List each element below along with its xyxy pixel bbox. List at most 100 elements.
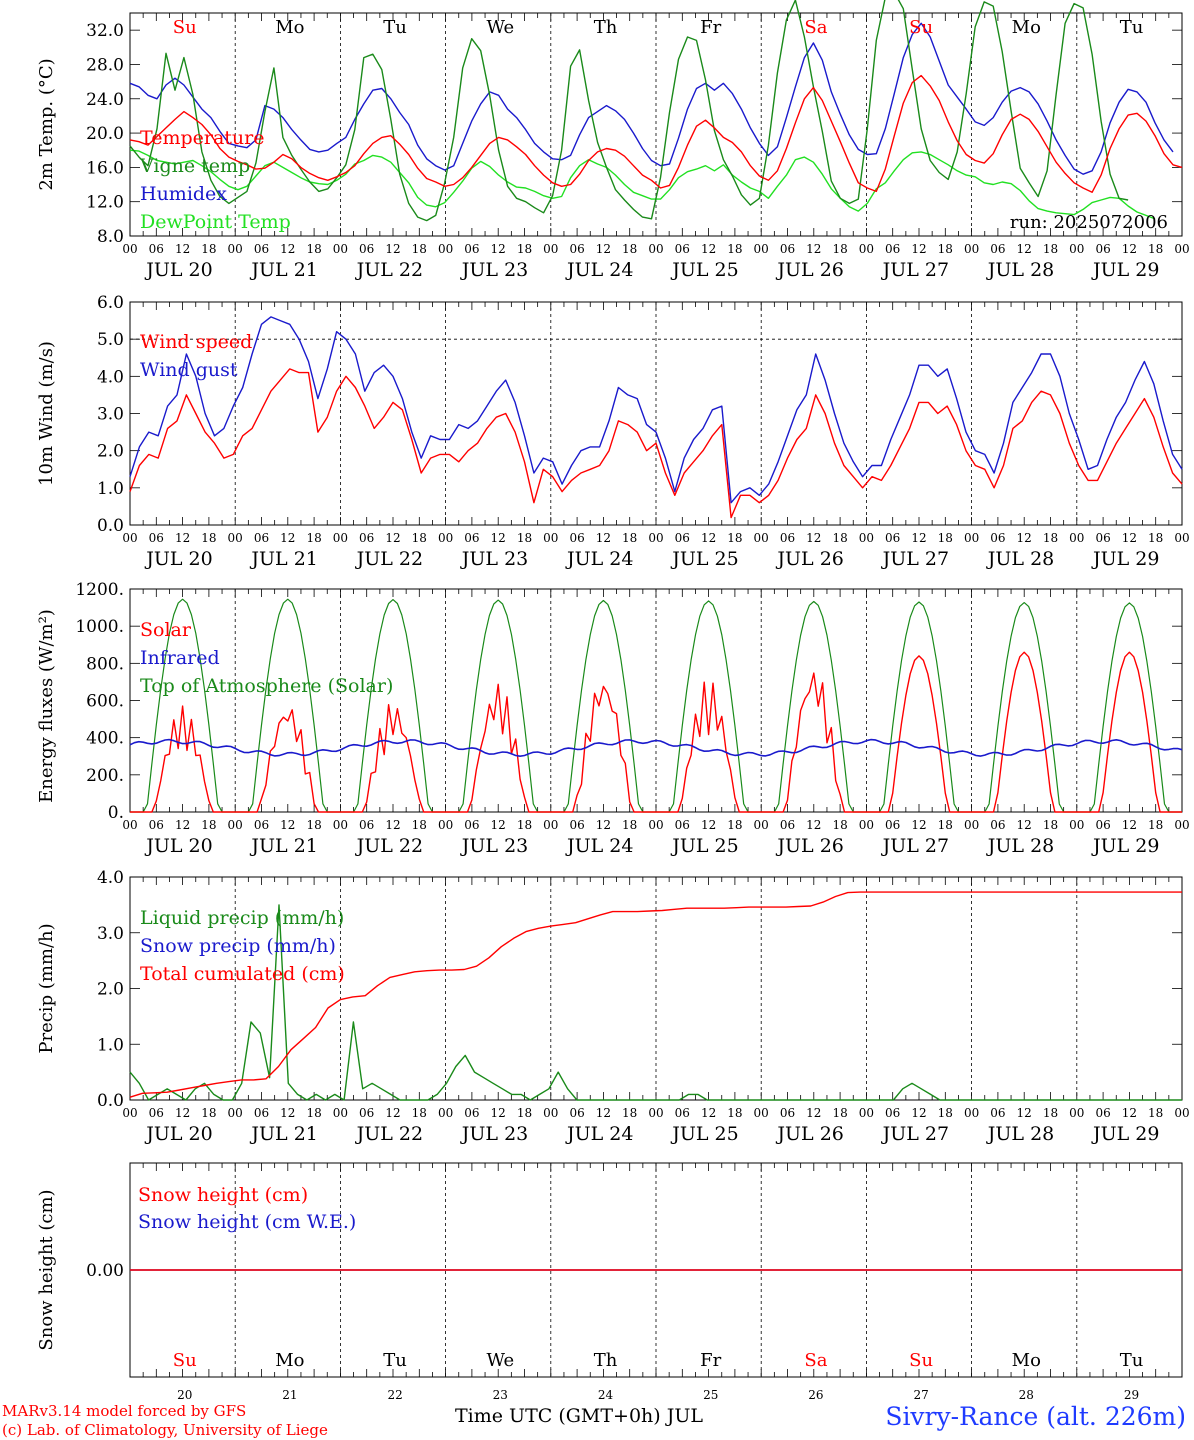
hour-tick-label: 06 [569,1106,584,1120]
hour-tick-label: 06 [254,242,269,256]
hour-tick-label: 00 [648,818,663,832]
day-letter: Su [909,17,933,38]
hour-tick-label: 00 [1069,818,1084,832]
hour-tick-label: 00 [859,818,874,832]
day-letter: Tu [1120,1350,1144,1371]
legend-entry: Solar [140,619,192,641]
hour-tick-label: 06 [1095,242,1110,256]
hour-tick-label: 18 [938,531,953,545]
hour-tick-label: 06 [569,531,584,545]
date-label: JUL 29 [1091,835,1159,857]
date-label: JUL 26 [775,1123,843,1145]
legend-entry: Temperature [140,127,264,149]
hour-tick-label: 00 [648,1106,663,1120]
hour-tick-label: 00 [543,242,558,256]
hour-tick-label: 00 [543,818,558,832]
series-line [129,22,1174,175]
hour-tick-label: 18 [832,242,847,256]
hour-tick-label: 18 [306,242,321,256]
hour-tick-label: 12 [596,531,611,545]
hour-tick-label: 00 [859,1106,874,1120]
hour-tick-label: 00 [964,531,979,545]
day-letter: Th [594,1350,618,1371]
panel-frame [129,588,1183,813]
hour-tick-label: 06 [359,242,374,256]
series-line [129,891,1182,1098]
day-letter: Mo [1012,1350,1041,1371]
date-label: JUL 27 [881,548,949,570]
hour-tick-label: 18 [1043,242,1058,256]
day-number: 23 [493,1388,508,1402]
y-axis-label: Energy fluxes (W/m²) [36,609,57,803]
hour-tick-label: 00 [438,1106,453,1120]
day-number: 22 [387,1388,402,1402]
y-tick-label: 1.0 [97,1035,124,1055]
hour-tick-label: 18 [622,242,637,256]
hour-tick-label: 06 [990,818,1005,832]
date-label: JUL 28 [986,835,1054,857]
hour-tick-label: 00 [122,1106,137,1120]
series-line [129,368,1183,519]
hour-tick-label: 12 [491,1106,506,1120]
date-label: JUL 26 [775,548,843,570]
hour-tick-label: 06 [359,818,374,832]
hour-tick-label: 12 [1122,1106,1137,1120]
date-label: JUL 23 [460,1123,528,1145]
hour-tick-label: 18 [1043,1106,1058,1120]
legend-entry: Vigne temp [139,155,250,177]
hour-tick-label: 12 [385,818,400,832]
hour-tick-label: 12 [911,1106,926,1120]
date-label: JUL 21 [249,259,317,281]
day-number: 25 [703,1388,718,1402]
legend-entry: Snow height (cm) [138,1184,308,1206]
hour-tick-label: 18 [412,1106,427,1120]
date-label: JUL 27 [881,1123,949,1145]
hour-tick-label: 18 [832,531,847,545]
hour-tick-label: 06 [885,531,900,545]
hour-tick-label: 18 [622,531,637,545]
hour-tick-label: 00 [333,1106,348,1120]
hour-tick-label: 12 [385,1106,400,1120]
hour-tick-label: 06 [990,1106,1005,1120]
y-tick-label: 16.0 [86,158,124,178]
y-tick-label: 600. [86,692,124,712]
date-label: JUL 29 [1091,259,1159,281]
hour-tick-label: 00 [859,531,874,545]
hour-tick-label: 12 [806,1106,821,1120]
hour-tick-label: 12 [1017,1106,1032,1120]
date-label: JUL 23 [460,548,528,570]
model-credit: MARv3.14 model forced by GFS [2,1402,247,1420]
legend-entry: Snow precip (mm/h) [140,935,336,957]
hour-tick-label: 12 [701,531,716,545]
hour-tick-label: 06 [675,531,690,545]
hour-tick-label: 12 [1122,818,1137,832]
hour-tick-label: 06 [885,242,900,256]
hour-tick-label: 00 [333,242,348,256]
date-label: JUL 27 [881,259,949,281]
day-letter: Mo [1012,17,1041,38]
hour-tick-label: 00 [754,1106,769,1120]
hour-tick-label: 18 [1043,531,1058,545]
date-label: JUL 21 [249,548,317,570]
hour-tick-label: 06 [569,242,584,256]
hour-tick-label: 00 [228,1106,243,1120]
hour-tick-label: 06 [990,242,1005,256]
date-label: JUL 21 [249,1123,317,1145]
hour-tick-label: 06 [464,1106,479,1120]
day-letter: Su [173,1350,197,1371]
hour-tick-label: 18 [412,818,427,832]
hour-tick-label: 12 [806,818,821,832]
hour-tick-label: 06 [149,818,164,832]
hour-tick-label: 18 [938,818,953,832]
day-number: 20 [177,1388,192,1402]
series-line [130,651,1182,813]
date-label: JUL 20 [144,835,212,857]
hour-tick-label: 18 [1043,818,1058,832]
date-label: JUL 26 [775,259,843,281]
y-tick-label: 1000. [75,617,124,637]
hour-tick-label: 18 [201,818,216,832]
day-letter: We [486,17,514,38]
day-letter: Tu [1120,17,1144,38]
date-label: JUL 29 [1091,1123,1159,1145]
